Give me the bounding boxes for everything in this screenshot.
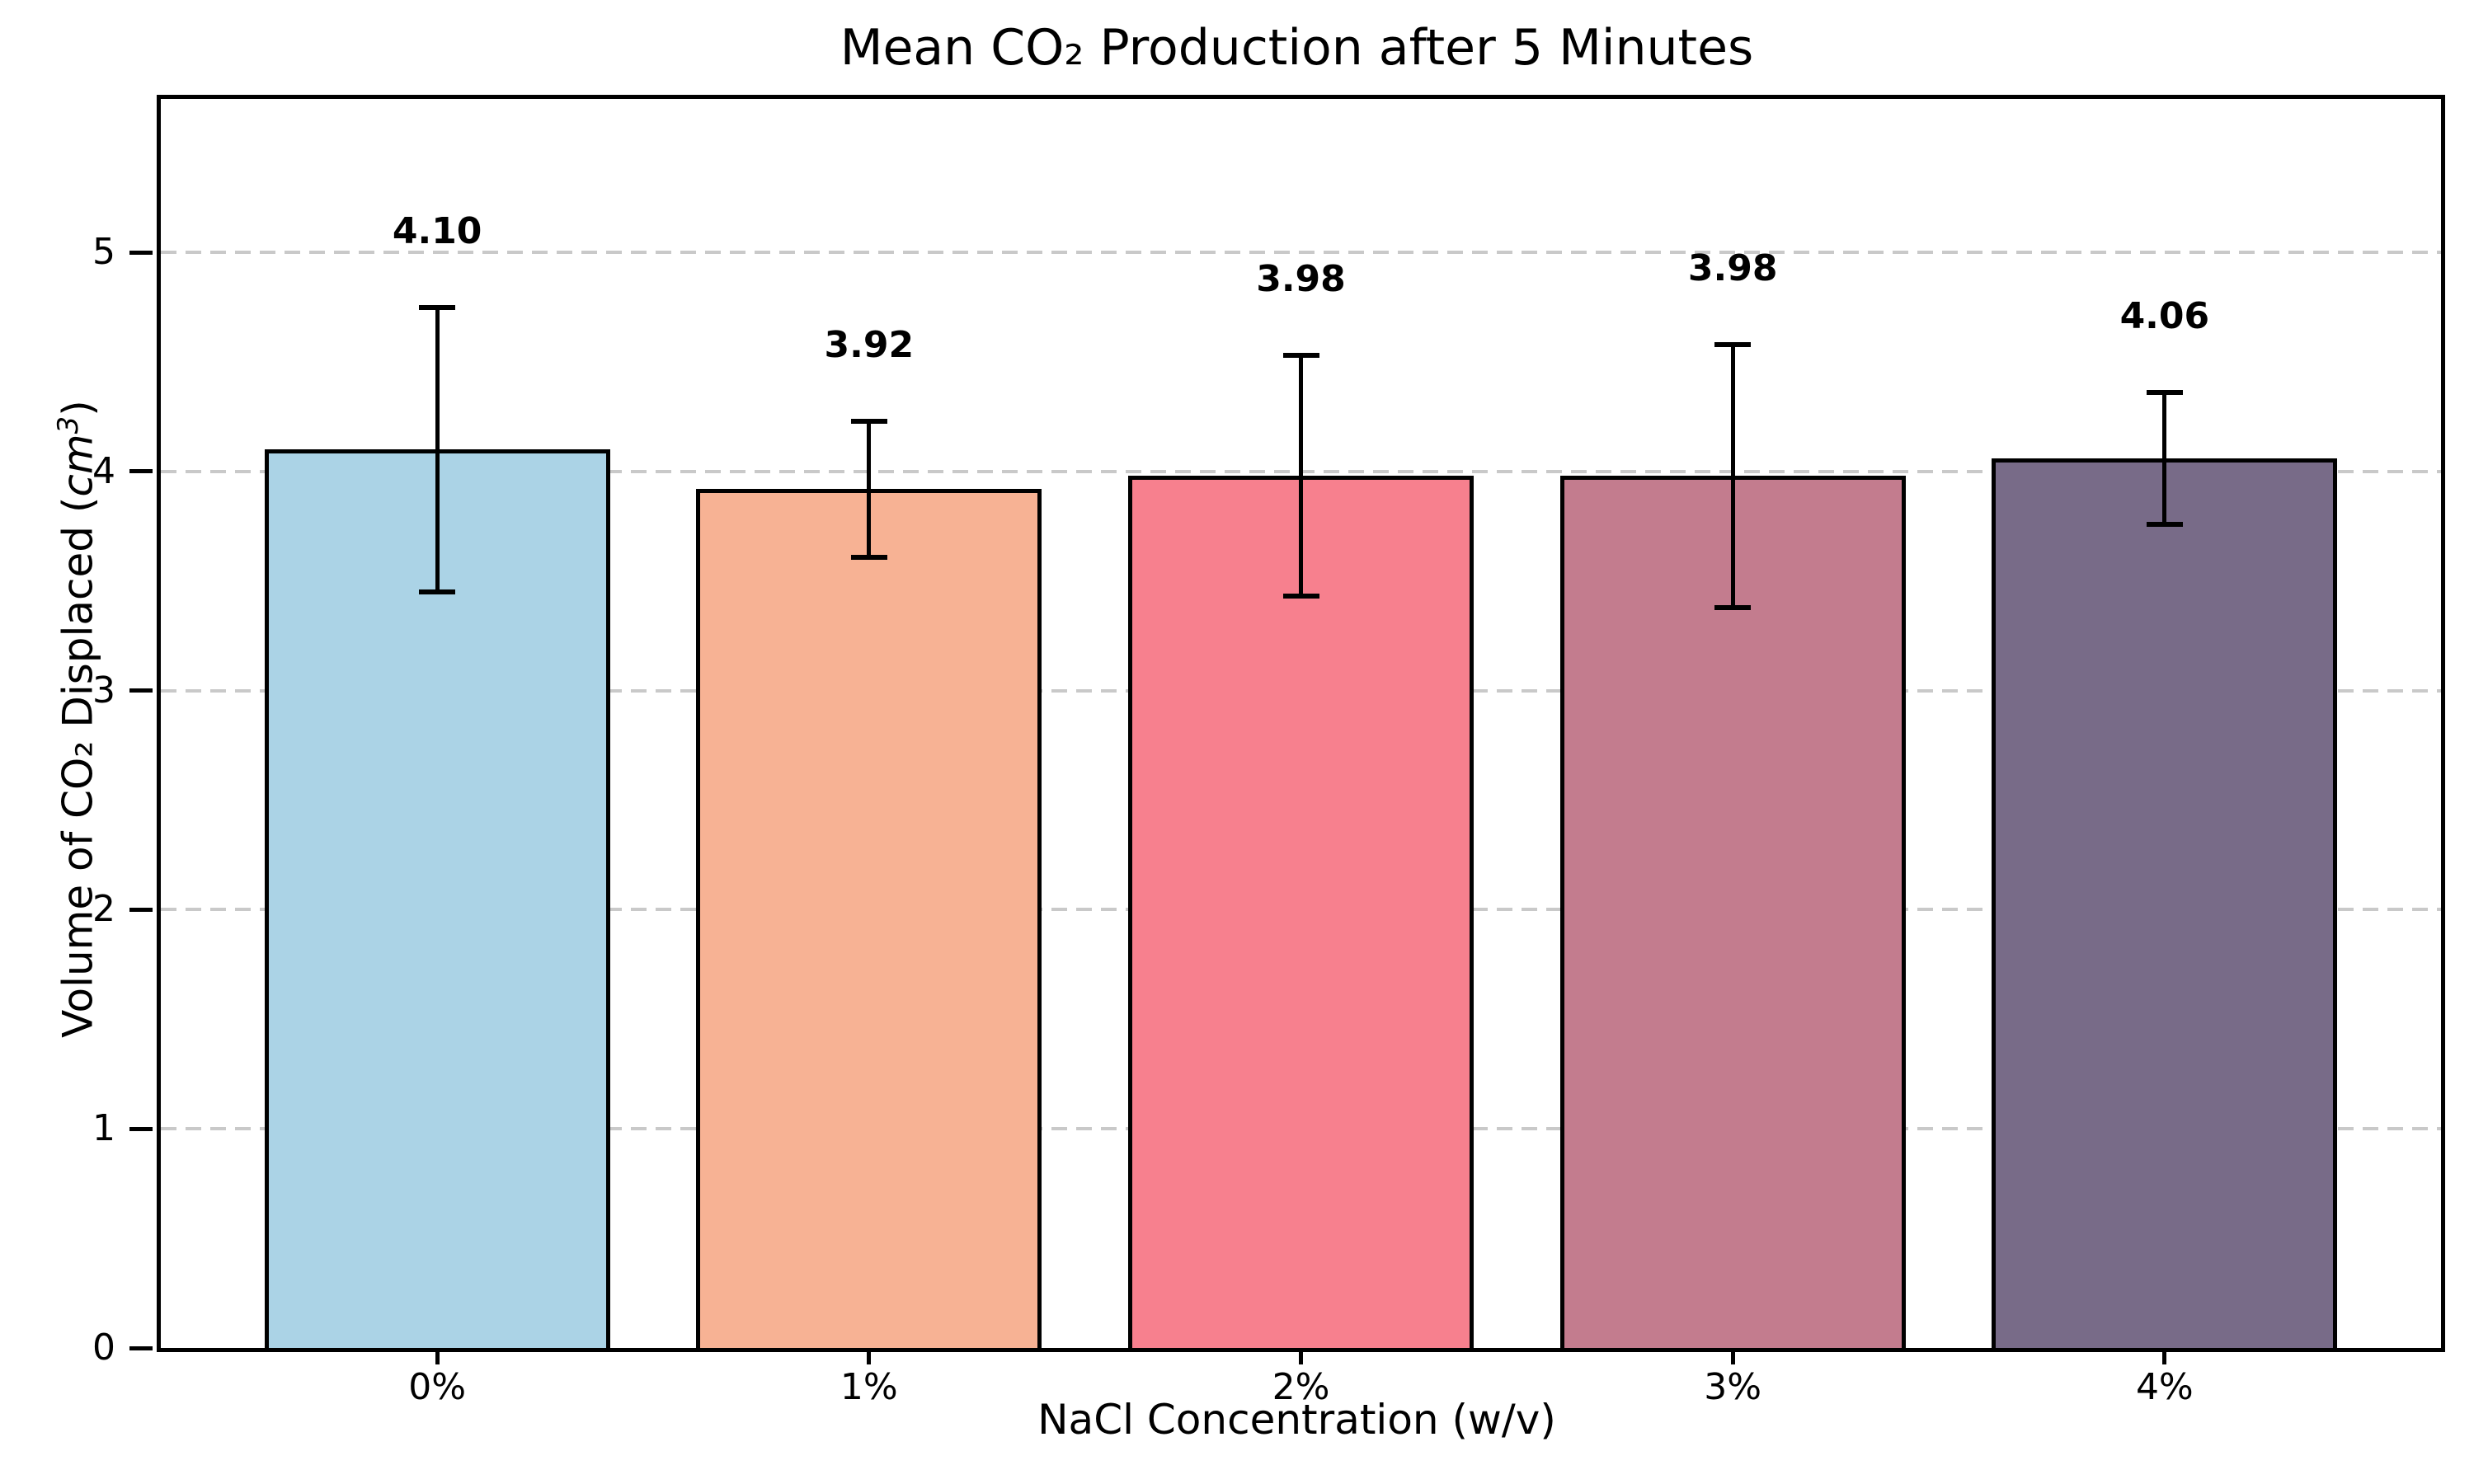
error-cap-bottom-2% [1282, 594, 1319, 599]
xtick-label-2%: 2% [1272, 1366, 1330, 1408]
bar-4% [1992, 458, 2338, 1352]
error-cap-bottom-4% [2146, 521, 2183, 527]
ytick-label-4: 4 [92, 449, 115, 492]
ytick-mark-4 [129, 469, 153, 474]
value-label-0%: 4.10 [392, 209, 482, 252]
y-axis-label: Volume of CO₂ Displaced (cm3) [44, 224, 102, 1214]
plot-area: 0 1 2 3 4 5 4.10 0% 3.92 1% 3.98 2% 3.98 3% 4.06 4% [92, 95, 2445, 1408]
xtick-label-0%: 0% [408, 1366, 467, 1408]
error-cap-top-1% [850, 418, 887, 424]
ytick-mark-1 [129, 1126, 153, 1131]
ytick-mark-3 [129, 688, 153, 693]
ytick-mark-2 [129, 907, 153, 912]
xtick-mark-4% [2162, 1348, 2167, 1364]
chart-title: Mean CO₂ Production after 5 Minutes [840, 19, 1754, 77]
ytick-label-1: 1 [92, 1107, 115, 1150]
y-axis-label-suffix: ) [54, 400, 102, 416]
error-cap-top-0% [419, 304, 456, 310]
gridline-y5 [161, 251, 2441, 255]
error-bar-3% [1730, 344, 1735, 608]
error-bar-0% [435, 307, 440, 593]
xtick-mark-2% [1299, 1348, 1303, 1364]
bar-1% [696, 489, 1042, 1352]
xtick-label-3%: 3% [1704, 1366, 1762, 1408]
error-bar-4% [2162, 392, 2167, 524]
xtick-mark-3% [1730, 1348, 1735, 1364]
error-cap-bottom-0% [419, 589, 456, 595]
ytick-mark-5 [129, 250, 153, 255]
error-cap-top-4% [2146, 390, 2183, 396]
error-cap-bottom-3% [1714, 604, 1752, 610]
value-label-2%: 3.98 [1256, 257, 1346, 300]
ytick-label-5: 5 [92, 231, 115, 274]
bar-2% [1128, 476, 1474, 1352]
error-cap-top-2% [1282, 352, 1319, 358]
x-axis-label: NaCl Concentration (w/v) [1037, 1396, 1556, 1444]
bar-3% [1559, 476, 1906, 1352]
error-bar-1% [867, 420, 872, 557]
bar-0% [264, 449, 610, 1352]
ytick-label-0: 0 [92, 1327, 115, 1369]
ytick-mark-0 [129, 1345, 153, 1350]
error-bar-2% [1299, 355, 1303, 597]
ytick-label-3: 3 [92, 669, 115, 711]
y-axis-label-exponent: 3 [52, 416, 85, 434]
ytick-label-2: 2 [92, 888, 115, 931]
value-label-1%: 3.92 [824, 323, 915, 366]
y-axis-label-prefix: Volume of CO₂ Displaced ( [54, 496, 102, 1038]
xtick-label-1%: 1% [840, 1366, 898, 1408]
value-label-4%: 4.06 [2119, 295, 2210, 338]
xtick-mark-0% [435, 1348, 440, 1364]
error-cap-top-3% [1714, 341, 1752, 347]
value-label-3%: 3.98 [1687, 247, 1778, 289]
xtick-mark-1% [867, 1348, 872, 1364]
error-cap-bottom-1% [850, 554, 887, 560]
xtick-label-4%: 4% [2135, 1366, 2194, 1408]
